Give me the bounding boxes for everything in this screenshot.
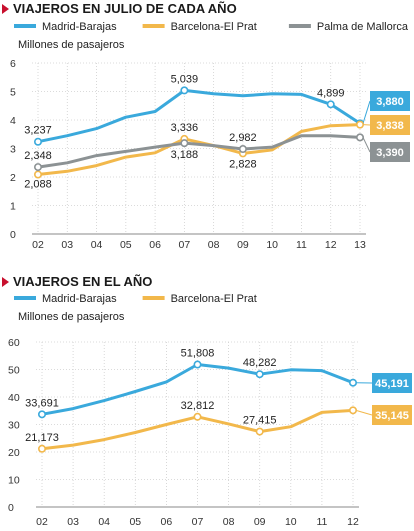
data-point-marker [193, 360, 202, 369]
chart-panel: VIAJEROS EN JULIO DE CADA AÑO Madrid-Bara… [2, 1, 410, 251]
x-tick-label: 09 [254, 516, 266, 528]
end-label-box [372, 373, 412, 393]
chart-title: VIAJEROS EN JULIO DE CADA AÑO [13, 1, 237, 16]
data-point-marker [33, 163, 42, 172]
x-tick-label: 12 [325, 239, 337, 251]
data-label: 2,828 [229, 158, 257, 170]
x-tick-label: 03 [67, 516, 79, 528]
x-tick-label: 12 [347, 516, 359, 528]
x-tick-label: 10 [285, 516, 297, 528]
end-value-label: 3,838 [376, 120, 404, 132]
end-value-label: 3,880 [376, 96, 404, 108]
data-label: 2,982 [229, 132, 257, 144]
data-point-marker [355, 120, 364, 129]
x-tick-label: 09 [237, 239, 249, 251]
data-point-marker [33, 137, 42, 146]
legend-label: Barcelona-El Prat [171, 293, 257, 305]
data-label: 21,173 [25, 432, 59, 444]
end-value-label: 45,191 [375, 378, 409, 390]
x-tick-label: 13 [354, 239, 366, 251]
x-tick-label: 04 [91, 239, 103, 251]
end-label-box [370, 142, 410, 162]
x-tick-label: 10 [266, 239, 278, 251]
x-tick-label: 05 [120, 239, 132, 251]
data-point-marker [37, 444, 46, 453]
data-label: 3,336 [171, 122, 199, 134]
y-tick-label: 1 [10, 201, 16, 213]
data-label: 2,088 [24, 178, 52, 190]
end-label-connector [362, 137, 371, 153]
data-point-marker [255, 427, 264, 436]
x-tick-label: 08 [223, 516, 235, 528]
title-marker-icon [2, 4, 9, 14]
data-label: 51,808 [181, 348, 215, 360]
y-tick-label: 20 [8, 447, 20, 459]
y-axis-label: Millones de pasajeros [18, 311, 125, 323]
data-label: 2,348 [24, 150, 52, 162]
x-tick-label: 02 [32, 239, 44, 251]
y-tick-label: 5 [10, 87, 16, 99]
x-tick-label: 07 [179, 239, 191, 251]
data-point-marker [180, 139, 189, 148]
x-tick-label: 11 [296, 239, 307, 251]
end-label-box [372, 405, 412, 425]
end-value-label: 35,145 [375, 410, 409, 422]
legend-label: Madrid-Barajas [42, 293, 117, 305]
data-label: 27,415 [243, 415, 277, 427]
data-point-marker [326, 100, 335, 109]
data-point-marker [255, 370, 264, 379]
data-label: 4,899 [317, 87, 345, 99]
data-point-marker [33, 170, 42, 179]
y-tick-label: 2 [10, 172, 16, 184]
y-tick-label: 60 [8, 337, 20, 349]
end-value-label: 3,390 [376, 147, 404, 159]
y-axis-label: Millones de pasajeros [18, 39, 125, 51]
x-tick-label: 03 [61, 239, 73, 251]
x-tick-label: 04 [98, 516, 110, 528]
end-label-connector [362, 100, 371, 124]
y-tick-label: 4 [10, 115, 16, 127]
y-tick-label: 30 [8, 420, 20, 432]
y-tick-label: 0 [8, 502, 14, 514]
chart-title: VIAJEROS EN EL AÑO [13, 274, 152, 289]
data-label: 3,188 [171, 149, 199, 161]
x-tick-label: 11 [316, 516, 327, 528]
series-line [37, 88, 361, 144]
title-marker-icon [2, 277, 9, 287]
y-tick-label: 40 [8, 392, 20, 404]
series-line [37, 134, 361, 169]
y-tick-label: 10 [8, 475, 20, 487]
end-label-box [370, 115, 410, 135]
data-point-marker [348, 406, 357, 415]
data-label: 32,812 [181, 400, 215, 412]
x-tick-label: 08 [208, 239, 220, 251]
data-point-marker [193, 412, 202, 421]
legend-label: Madrid-Barajas [42, 21, 117, 33]
y-tick-label: 6 [10, 58, 16, 70]
x-tick-label: 06 [149, 239, 161, 251]
legend-label: Barcelona-El Prat [171, 21, 257, 33]
data-label: 33,691 [25, 397, 59, 409]
y-tick-label: 50 [8, 365, 20, 377]
data-label: 48,282 [243, 357, 277, 369]
end-label-box [370, 91, 410, 111]
y-tick-label: 3 [10, 144, 16, 156]
legend-label: Palma de Mallorca [317, 21, 409, 33]
series-line [37, 123, 361, 176]
data-point-marker [180, 86, 189, 95]
chart-panel: VIAJEROS EN EL AÑO Madrid-Barajas Barcelon… [2, 274, 412, 528]
data-label: 3,237 [24, 125, 52, 137]
data-point-marker [348, 378, 357, 387]
x-tick-label: 06 [161, 516, 173, 528]
end-label-connector [355, 409, 373, 416]
y-tick-label: 0 [10, 229, 16, 241]
data-point-marker [355, 133, 364, 142]
x-tick-label: 05 [129, 516, 141, 528]
x-tick-label: 07 [192, 516, 204, 528]
data-point-marker [238, 145, 247, 154]
data-label: 5,039 [171, 73, 199, 85]
x-tick-label: 02 [36, 516, 48, 528]
data-point-marker [37, 410, 46, 419]
